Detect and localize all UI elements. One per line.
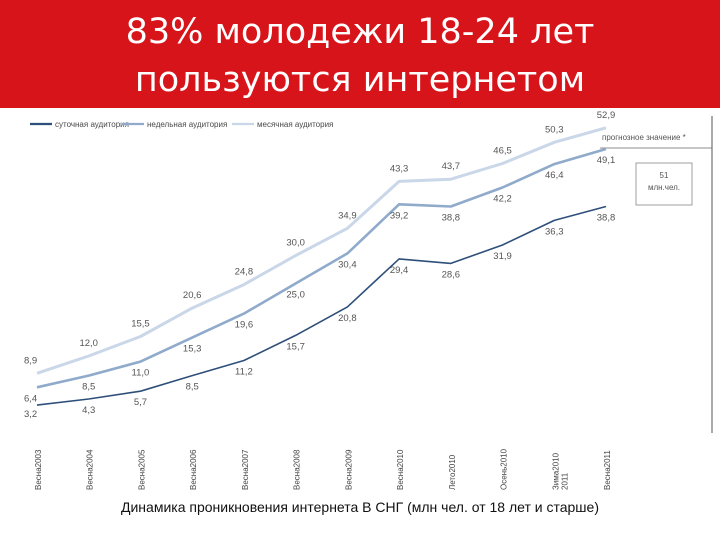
data-label: 12,0 xyxy=(79,338,98,349)
x-tick-group: Весна2004 xyxy=(86,449,95,490)
data-label: 19,6 xyxy=(235,320,254,331)
data-label: 38,8 xyxy=(442,212,461,223)
data-label: 11,0 xyxy=(132,368,150,379)
chart-legend: суточная аудитория недельная аудитория мес… xyxy=(30,120,333,129)
data-label: 11,2 xyxy=(235,367,253,378)
forecast-box-text: 51 xyxy=(660,171,669,180)
data-label: 8,9 xyxy=(24,355,37,366)
data-label: 25,0 xyxy=(286,290,305,301)
data-label: 36,3 xyxy=(545,226,564,237)
data-label: 6,4 xyxy=(24,393,37,404)
x-tick-label: Зима2010 xyxy=(551,452,560,490)
x-tick-label: Весна2004 xyxy=(86,449,95,490)
data-label: 38,8 xyxy=(597,212,616,223)
x-tick-label: Весна2009 xyxy=(344,449,353,490)
data-label: 42,2 xyxy=(493,194,512,205)
x-tick-label: Лето2010 xyxy=(448,454,457,490)
data-label: 30,0 xyxy=(286,238,305,249)
forecast-label: прогнозное значение * xyxy=(602,133,686,142)
x-tick-group: Весна2007 xyxy=(241,449,250,490)
series-line xyxy=(36,147,607,389)
x-tick-group: Осень2010 xyxy=(500,448,509,490)
x-tick-group: Весна2009 xyxy=(344,449,353,490)
x-tick-group: Весна2006 xyxy=(189,449,198,490)
data-label: 8,5 xyxy=(82,382,95,393)
data-label: 39,2 xyxy=(390,210,409,221)
series-lines xyxy=(36,126,607,406)
data-label: 5,7 xyxy=(134,397,147,408)
series-line xyxy=(36,205,607,406)
forecast-box xyxy=(635,162,693,206)
x-tick-group: Весна2005 xyxy=(138,449,147,490)
slide-title-line-2: пользуются интернетом xyxy=(134,60,586,100)
forecast-note: прогнозное значение * 51 млн.чел. xyxy=(600,133,712,206)
data-label: 15,7 xyxy=(286,341,305,352)
x-tick-label: 2011 xyxy=(560,472,569,490)
legend-label: недельная аудитория xyxy=(147,120,227,129)
data-label: 30,4 xyxy=(338,259,357,270)
data-label: 43,7 xyxy=(442,161,461,172)
x-tick-label: Весна2008 xyxy=(293,449,302,490)
data-label: 28,6 xyxy=(442,269,461,280)
data-label: 15,5 xyxy=(131,319,150,330)
data-label: 3,2 xyxy=(24,409,37,420)
x-tick-label: Осень2010 xyxy=(500,448,509,490)
data-label: 46,4 xyxy=(545,170,564,181)
legend-label: суточная аудитория xyxy=(55,120,129,129)
data-label: 50,3 xyxy=(545,124,564,135)
x-axis-ticks: Весна2003 Весна2004 Весна2005 Весна2006 Весн… xyxy=(34,448,612,490)
slide-title-line-1: 83% молодежи 18-24 лет xyxy=(125,12,595,52)
forecast-box-text: млн.чел. xyxy=(648,183,680,192)
x-tick-label: Весна2010 xyxy=(396,449,405,490)
data-label: 20,8 xyxy=(338,313,357,324)
x-tick-group: Весна2011 xyxy=(603,450,612,490)
data-label: 15,3 xyxy=(183,344,202,355)
data-label: 31,9 xyxy=(493,251,512,262)
data-label: 46,5 xyxy=(493,146,512,157)
x-tick-label: Весна2006 xyxy=(189,449,198,490)
data-label: 29,4 xyxy=(390,265,409,276)
x-tick-label: Весна2003 xyxy=(34,449,43,490)
title-banner: 83% молодежи 18-24 лет пользуются интерн… xyxy=(0,0,720,108)
series-line xyxy=(36,126,607,375)
data-label: 4,3 xyxy=(82,405,95,416)
x-tick-group: Лето2010 xyxy=(448,454,457,490)
x-tick-group: Зима2010 2011 xyxy=(551,452,569,490)
data-label: 34,9 xyxy=(338,210,357,221)
line-chart: суточная аудитория недельная аудитория мес… xyxy=(24,110,713,490)
data-label: 24,8 xyxy=(235,267,254,278)
data-label: 43,3 xyxy=(390,163,409,174)
chart-caption: Динамика проникновения интернета В СНГ (… xyxy=(121,499,599,515)
data-label: 20,6 xyxy=(183,290,202,301)
x-tick-group: Весна2010 xyxy=(396,449,405,490)
legend-label: месячная аудитория xyxy=(257,120,333,129)
data-label: 49,1 xyxy=(597,155,616,166)
x-tick-label: Весна2005 xyxy=(138,449,147,490)
x-tick-label: Весна2007 xyxy=(241,449,250,490)
data-labels: 3,2 4,3 5,7 8,5 11,2 15,7 20,8 29,4 28,6 31,9 36,3… xyxy=(24,110,615,420)
x-tick-group: Весна2003 xyxy=(34,449,43,490)
x-tick-group: Весна2008 xyxy=(293,449,302,490)
data-label: 8,5 xyxy=(186,382,199,393)
data-label: 52,9 xyxy=(597,110,616,121)
x-tick-label: Весна2011 xyxy=(603,450,612,490)
